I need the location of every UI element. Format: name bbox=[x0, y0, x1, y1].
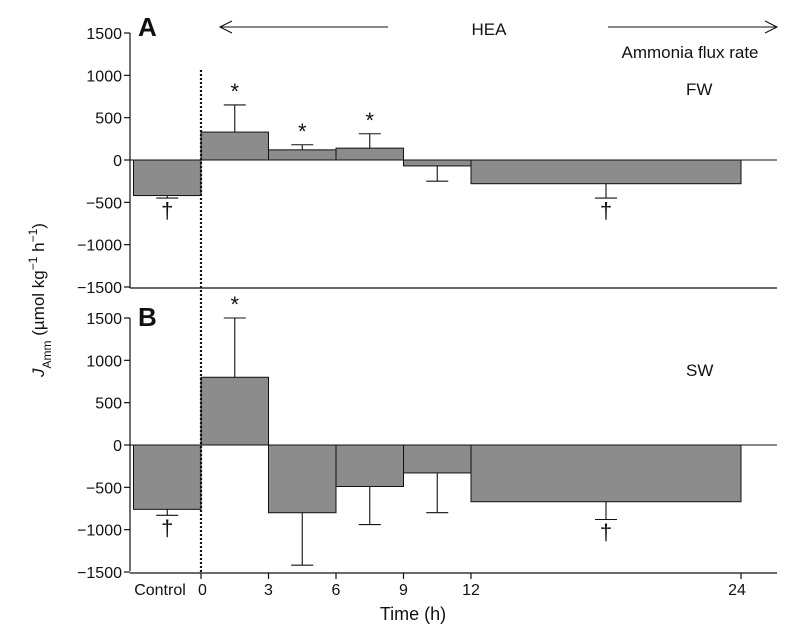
significance-dagger: † bbox=[161, 515, 173, 540]
x-axis: Control 0 3 6 9 12 24 bbox=[130, 572, 777, 599]
panel-a-condition: FW bbox=[686, 80, 712, 99]
x-tick-label: 9 bbox=[399, 582, 408, 599]
significance-asterisk: * bbox=[365, 108, 374, 133]
bar bbox=[200, 376, 269, 446]
y-tick-label: 1000 bbox=[86, 353, 122, 370]
bar bbox=[403, 159, 472, 167]
y-tick-label: −500 bbox=[86, 195, 122, 212]
y-tick-label: 500 bbox=[95, 396, 122, 413]
y-tick-label: −500 bbox=[86, 480, 122, 497]
y-tick-label: 500 bbox=[95, 111, 122, 128]
bar bbox=[268, 149, 337, 161]
bar bbox=[200, 131, 269, 161]
significance-dagger: † bbox=[161, 198, 173, 223]
x-tick-label: 0 bbox=[198, 582, 207, 599]
hea-label: HEA bbox=[472, 20, 508, 39]
significance-dagger: † bbox=[600, 520, 612, 545]
panel-b-sw: 1500 1000 500 0 −500 −1000 −1500 † * † bbox=[77, 292, 777, 582]
bar bbox=[133, 444, 202, 510]
panel-a-label: A bbox=[138, 12, 157, 42]
y-tick-label: 1500 bbox=[86, 311, 122, 328]
y-tick-label: 1500 bbox=[86, 26, 122, 43]
significance-asterisk: * bbox=[230, 292, 239, 317]
y-tick-label: 1000 bbox=[86, 68, 122, 85]
bar bbox=[133, 159, 202, 197]
bar bbox=[335, 444, 404, 487]
panel-b-condition: SW bbox=[686, 361, 713, 380]
y-tick-label: −1000 bbox=[77, 238, 122, 255]
y-tick-label: 0 bbox=[113, 153, 122, 170]
x-tick-label: 3 bbox=[264, 582, 273, 599]
y-tick-label: −1500 bbox=[77, 565, 122, 582]
bar bbox=[268, 444, 337, 514]
panel-b-label: B bbox=[138, 302, 157, 332]
y-tick-label: −1500 bbox=[77, 280, 122, 297]
ammonia-flux-arrow bbox=[608, 20, 779, 34]
y-tick-label: −1000 bbox=[77, 523, 122, 540]
y-axis-title: JAmm (µmol kg−1 h−1) bbox=[26, 223, 54, 378]
hea-arrow bbox=[218, 20, 388, 34]
x-axis-title: Time (h) bbox=[380, 604, 446, 624]
bar bbox=[470, 159, 742, 185]
x-tick-label: Control bbox=[134, 582, 186, 599]
ammonia-flux-label: Ammonia flux rate bbox=[622, 43, 759, 62]
significance-asterisk: * bbox=[230, 79, 239, 104]
y-axis-title-end: ) bbox=[29, 223, 48, 229]
bar bbox=[403, 444, 472, 474]
panel-a-fw: 1500 1000 500 0 −500 −1000 −1500 † * * * † bbox=[77, 26, 777, 297]
y-axis-title-sup2: −1 bbox=[26, 228, 40, 242]
y-axis-title-sup1: −1 bbox=[26, 256, 40, 270]
significance-dagger: † bbox=[600, 198, 612, 223]
significance-asterisk: * bbox=[298, 119, 307, 144]
x-tick-label: 12 bbox=[462, 582, 480, 599]
bar bbox=[335, 147, 404, 161]
x-tick-label: 6 bbox=[332, 582, 341, 599]
bar bbox=[470, 444, 742, 503]
y-axis-title-mid: h bbox=[29, 242, 48, 256]
y-axis-title-sub: Amm bbox=[40, 340, 54, 368]
y-axis-title-main: J bbox=[29, 368, 48, 378]
x-tick-label: 24 bbox=[728, 582, 746, 599]
y-tick-label: 0 bbox=[113, 438, 122, 455]
y-axis-title-rest: (µmol kg bbox=[29, 270, 48, 340]
